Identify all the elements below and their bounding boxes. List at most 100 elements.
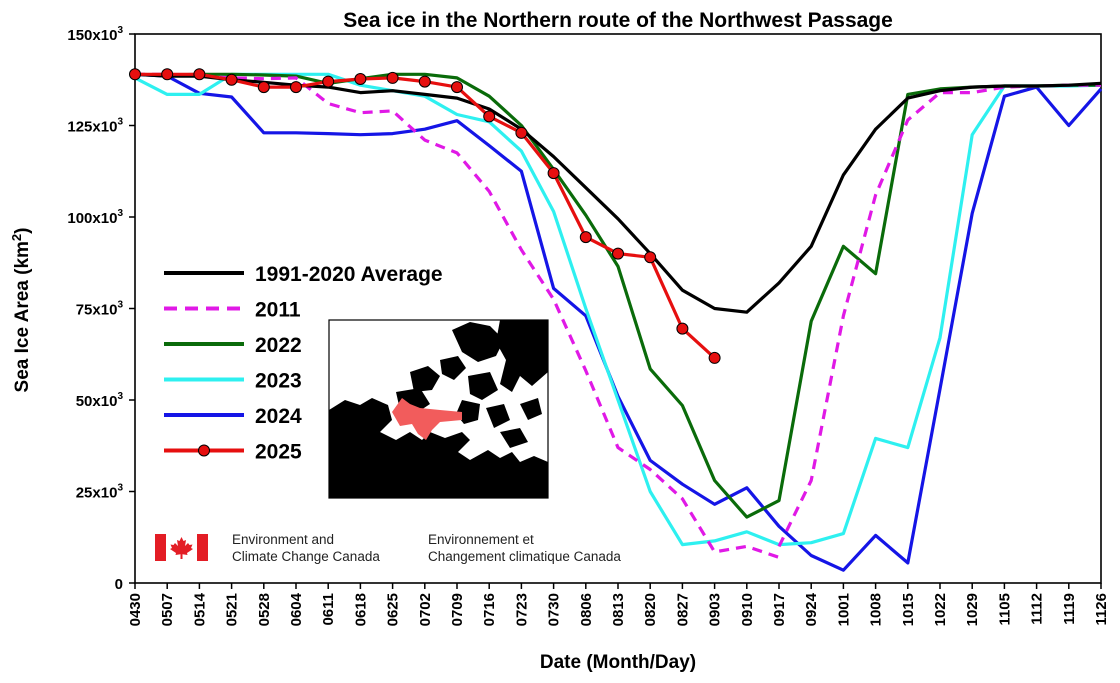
x-tick-label: 1001 <box>835 593 852 626</box>
series-2025-point <box>515 126 528 139</box>
series-2025-point <box>612 247 624 260</box>
series-2025-point <box>322 75 335 88</box>
y-tick-label-superscript: 3 <box>117 483 123 494</box>
legend-2025-label: 2025 <box>255 441 302 464</box>
legend-2022-label: 2022 <box>255 334 302 357</box>
x-tick-label: 0528 <box>256 593 273 626</box>
series-2025-point <box>547 167 560 180</box>
series-2025-point <box>579 231 592 244</box>
series-2025-line <box>135 72 716 360</box>
series-2025-point <box>161 68 174 81</box>
y-tick-label-base: 25x10 <box>76 485 118 502</box>
legend-2011-label: 2011 <box>255 299 301 322</box>
y-tick-label: 75x103 <box>76 300 124 319</box>
series-2025-point <box>193 68 206 81</box>
y-tick-label-superscript: 3 <box>117 208 123 219</box>
x-tick-label: 0924 <box>803 592 820 626</box>
x-tick-label: 1126 <box>1093 593 1110 626</box>
x-tick-label: 1022 <box>932 593 949 626</box>
y-axis-label: Sea Ice Area (km2) <box>9 228 33 393</box>
y-tick-label-base: 75x10 <box>76 302 118 319</box>
y-tick-label: 25x103 <box>76 483 124 502</box>
y-axis-label-close: ) <box>12 228 33 234</box>
eccc-name-fr-line1: Environnement et <box>428 532 534 547</box>
x-tick-label: 0625 <box>385 593 402 626</box>
x-tick-label: 0709 <box>449 593 466 626</box>
series-2025-point <box>257 81 270 94</box>
x-tick-label: 0611 <box>320 593 337 626</box>
y-tick-label: 100x103 <box>67 208 123 227</box>
flag-right-bar <box>197 534 208 561</box>
x-tick-label: 0716 <box>481 593 498 626</box>
eccc-name-en-line1: Environment and <box>232 532 334 547</box>
x-tick-label: 0813 <box>610 593 627 626</box>
series-2025-point <box>708 351 721 364</box>
x-tick-label: 0910 <box>739 593 756 626</box>
eccc-name-en-line2: Climate Change Canada <box>232 549 380 564</box>
y-tick-label-base: 150x10 <box>67 27 117 44</box>
y-axis-label-superscript: 2 <box>9 234 24 241</box>
y-tick-label: 125x103 <box>67 117 123 136</box>
x-tick-label: 1008 <box>868 593 885 626</box>
flag-left-bar <box>155 534 166 561</box>
y-tick-label-superscript: 3 <box>117 25 123 36</box>
y-tick-label: 50x103 <box>76 391 124 410</box>
inset-map <box>328 319 549 499</box>
x-tick-label: 0521 <box>224 593 241 626</box>
series-2025-point <box>483 110 496 123</box>
series-2025-point <box>644 251 657 264</box>
x-tick-label: 1112 <box>1029 593 1046 625</box>
eccc-name-fr-line2: Changement climatique Canada <box>428 549 621 564</box>
inset-map-land <box>329 320 548 498</box>
legend-1991-2020-average-label: 1991-2020 Average <box>255 263 443 286</box>
x-tick-label: 0903 <box>707 593 724 626</box>
x-tick-label: 0507 <box>159 593 176 626</box>
series-2025-point <box>676 322 689 335</box>
x-tick-label: 1015 <box>900 593 917 626</box>
y-tick-label-base: 0 <box>115 576 123 593</box>
chart-title: Sea ice in the Northern route of the Nor… <box>343 9 893 32</box>
series-2025-point <box>354 73 367 86</box>
series-2025-point <box>418 75 431 88</box>
series-2025-point <box>451 81 463 94</box>
y-tick-label: 150x103 <box>67 25 123 44</box>
x-tick-label: 0917 <box>771 593 788 626</box>
x-tick-label: 1119 <box>1061 593 1078 625</box>
series-2025-point <box>225 73 238 86</box>
x-tick-label: 0730 <box>546 593 563 626</box>
y-tick-label-base: 100x10 <box>67 210 117 227</box>
series-2025-point <box>290 81 302 94</box>
series-2011-line-segment <box>777 83 1101 548</box>
x-tick-label: 0604 <box>288 592 305 626</box>
inset-map-route <box>392 398 462 440</box>
legend-2024-label: 2024 <box>255 405 302 428</box>
y-axis-label-text: Sea Ice Area (km <box>12 241 33 392</box>
x-axis-label: Date (Month/Day) <box>540 652 696 673</box>
x-tick-label: 0827 <box>674 593 691 626</box>
series-2022-line <box>134 72 1101 519</box>
x-tick-label: 0702 <box>417 593 434 626</box>
series-2025-point <box>129 68 141 81</box>
x-tick-label: 0820 <box>642 593 659 626</box>
series-layer <box>129 68 1103 572</box>
y-tick-label-superscript: 3 <box>117 300 123 311</box>
y-tick-label-superscript: 3 <box>117 117 123 128</box>
eccc-signature: Environment and Climate Change Canada En… <box>155 532 621 564</box>
x-tick-label: 1029 <box>964 593 981 626</box>
series-2024-line <box>134 72 1103 572</box>
series-2023-line <box>134 72 1102 547</box>
y-tick-label-superscript: 3 <box>117 391 123 402</box>
x-tick-label: 0430 <box>127 593 144 626</box>
series-2025-point <box>386 71 399 84</box>
y-tick-label: 0 <box>115 576 123 593</box>
series-2011-line <box>135 72 780 559</box>
maple-leaf-icon <box>170 537 193 559</box>
x-tick-label: 0514 <box>191 592 208 626</box>
x-tick-label: 0723 <box>513 593 530 626</box>
x-tick-label: 1105 <box>996 593 1013 626</box>
y-tick-label-base: 125x10 <box>67 119 117 136</box>
x-axis: 0430 0507 0514 0521 0528 0604 0611 0618 0625 0702… <box>127 583 1110 626</box>
y-tick-label-base: 50x10 <box>76 393 118 410</box>
